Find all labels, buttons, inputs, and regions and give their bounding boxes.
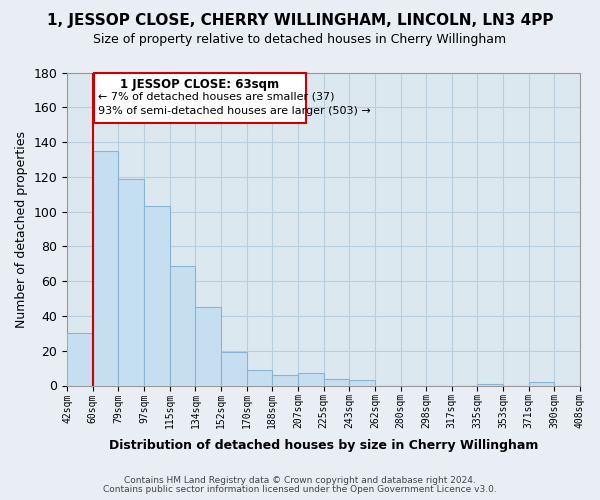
Text: Size of property relative to detached houses in Cherry Willingham: Size of property relative to detached ho… bbox=[94, 32, 506, 46]
Bar bbox=[272, 375, 298, 386]
Text: 1, JESSOP CLOSE, CHERRY WILLINGHAM, LINCOLN, LN3 4PP: 1, JESSOP CLOSE, CHERRY WILLINGHAM, LINC… bbox=[47, 12, 553, 28]
Bar bbox=[118, 178, 144, 386]
Bar bbox=[247, 370, 272, 386]
Bar bbox=[196, 307, 221, 386]
Text: 93% of semi-detached houses are larger (503) →: 93% of semi-detached houses are larger (… bbox=[98, 106, 371, 116]
X-axis label: Distribution of detached houses by size in Cherry Willingham: Distribution of detached houses by size … bbox=[109, 440, 538, 452]
FancyBboxPatch shape bbox=[94, 72, 305, 123]
Bar bbox=[144, 206, 170, 386]
Y-axis label: Number of detached properties: Number of detached properties bbox=[15, 130, 28, 328]
Bar bbox=[323, 378, 349, 386]
Text: ← 7% of detached houses are smaller (37): ← 7% of detached houses are smaller (37) bbox=[98, 92, 334, 102]
Bar bbox=[478, 384, 503, 386]
Text: 1 JESSOP CLOSE: 63sqm: 1 JESSOP CLOSE: 63sqm bbox=[120, 78, 280, 90]
Text: Contains public sector information licensed under the Open Government Licence v3: Contains public sector information licen… bbox=[103, 485, 497, 494]
Bar bbox=[67, 334, 93, 386]
Bar bbox=[221, 352, 247, 386]
Bar bbox=[349, 380, 375, 386]
Bar bbox=[93, 151, 118, 386]
Bar bbox=[170, 266, 196, 386]
Text: Contains HM Land Registry data © Crown copyright and database right 2024.: Contains HM Land Registry data © Crown c… bbox=[124, 476, 476, 485]
Bar bbox=[298, 374, 323, 386]
Bar bbox=[529, 382, 554, 386]
